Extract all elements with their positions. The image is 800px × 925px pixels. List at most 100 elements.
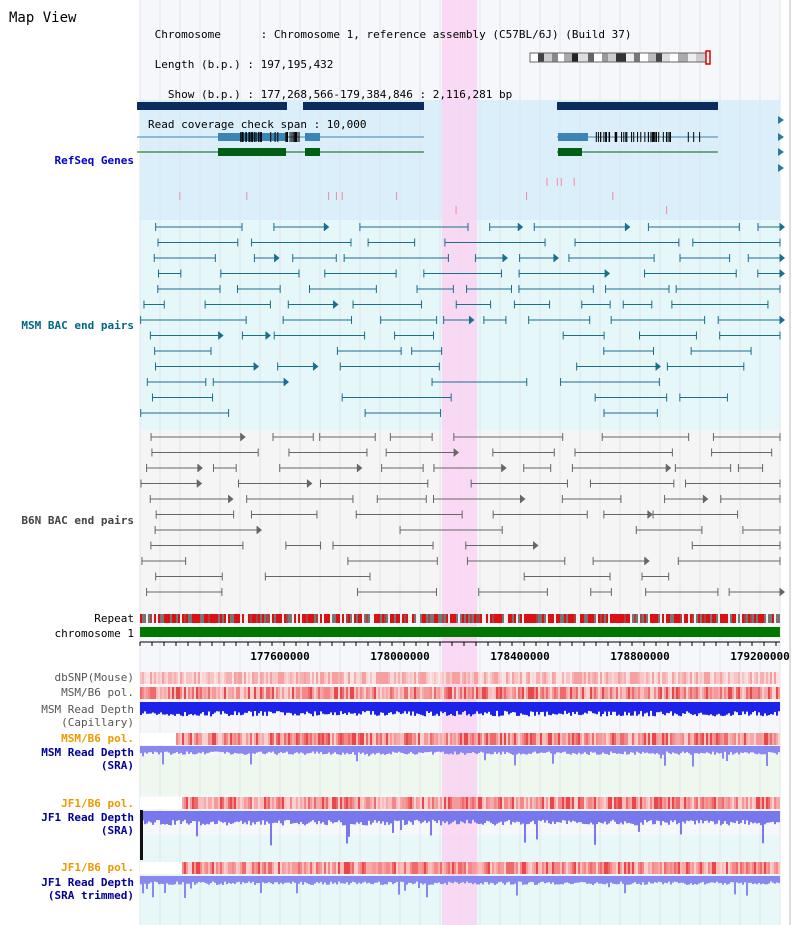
jf1-depth-bar (626, 811, 628, 824)
repeat-cell (140, 614, 142, 623)
jf1-depth-bar (416, 811, 418, 820)
jf1-b6-pol-cell (368, 797, 370, 809)
ideogram-band (558, 53, 564, 62)
jf1-b6-pol-cell (254, 797, 256, 809)
msm-b6-pol2-cell (240, 733, 242, 745)
msm-b6-pol-cell (488, 687, 490, 699)
dbsnp-cell (532, 672, 534, 684)
jf1-depth-bar (622, 811, 624, 825)
msm-b6-pol-cell (684, 687, 686, 699)
msm-depth-sra-bar (502, 746, 504, 752)
jf1-b6-pol-cell (764, 797, 766, 809)
msm-b6-pol2-cell (658, 733, 660, 745)
track-label-refseq[interactable]: RefSeq Genes (54, 154, 134, 167)
repeat-cell (392, 614, 394, 623)
msm-b6-pol2-cell (256, 733, 258, 745)
msm-b6-pol2-cell (152, 733, 154, 745)
msm-b6-pol-cell (468, 687, 470, 699)
jf1-trim-bar (566, 876, 568, 883)
dbsnp-cell (770, 672, 772, 684)
jf1-trim-bar (424, 876, 426, 884)
repeat-cell (550, 614, 552, 623)
jf1-b6-pol2-cell (402, 862, 404, 874)
msm-b6-pol2-cell (592, 733, 594, 745)
msm-b6-pol-cell (226, 687, 228, 699)
jf1-trim-bar (308, 876, 310, 884)
msm-depth-capillary-bar (576, 702, 578, 712)
jf1-b6-pol-cell (336, 797, 338, 809)
jf1-trim-bar (290, 876, 292, 884)
msm-b6-pol-cell (728, 687, 730, 699)
msm-depth-capillary-bar (730, 702, 732, 716)
msm-depth-sra-bar (420, 746, 422, 753)
jf1-trim-bar (214, 876, 216, 883)
msm-depth-capillary-bar (158, 702, 160, 714)
jf1-trim-bar (448, 876, 450, 882)
jf1-trim-bar (284, 876, 286, 883)
jf1-trim-bar (704, 876, 706, 885)
msm-b6-pol-cell (628, 687, 630, 699)
jf1-b6-pol2-cell (520, 862, 522, 874)
dbsnp-cell (540, 672, 542, 684)
ideogram-band (594, 53, 602, 62)
msm-b6-pol2-cell (746, 733, 748, 745)
msm-bac-arrow (656, 362, 662, 371)
msm-depth-capillary-bar (234, 702, 236, 712)
dbsnp-cell (720, 672, 722, 684)
jf1-b6-pol-cell (664, 797, 666, 809)
msm-b6-pol-cell (410, 687, 412, 699)
dbsnp-cell (680, 672, 682, 684)
jf1-b6-pol-cell (426, 797, 428, 809)
dbsnp-cell (168, 672, 170, 684)
msm-b6-pol-cell (450, 687, 452, 699)
jf1-trim-bar (468, 876, 470, 883)
repeat-cell (600, 614, 602, 623)
jf1-b6-pol2-cell (604, 862, 606, 874)
repeat-cell (384, 614, 386, 623)
msm-b6-pol2-cell (602, 733, 604, 745)
msm-depth-capillary-bar (162, 702, 164, 715)
msm-depth-sra-bar (168, 746, 170, 753)
track-label-b6n-bac[interactable]: B6N BAC end pairs (21, 514, 134, 527)
track-label-msm-bac[interactable]: MSM BAC end pairs (21, 319, 134, 332)
jf1-depth-bar (436, 811, 438, 823)
repeat-cell (316, 614, 318, 623)
jf1-b6-pol-cell (742, 797, 744, 809)
msm-depth-capillary-bar (314, 702, 316, 712)
msm-depth-sra-bar (708, 746, 710, 754)
repeat-cell (334, 614, 336, 623)
jf1-trim-bar (580, 876, 582, 883)
jf1-trim-bar (384, 876, 386, 885)
repeat-cell (512, 614, 514, 623)
jf1-depth-bar (182, 811, 184, 822)
msm-depth-sra-bar (660, 746, 662, 759)
msm-b6-pol2-cell (466, 733, 468, 745)
msm-b6-pol-cell (666, 687, 668, 699)
jf1-b6-pol-cell (408, 797, 410, 809)
msm-b6-pol-cell (588, 687, 590, 699)
msm-depth-capillary-bar (464, 702, 466, 711)
dbsnp-cell (172, 672, 174, 684)
jf1-b6-pol-cell (402, 797, 404, 809)
msm-b6-pol2-cell (706, 733, 708, 745)
jf1-b6-pol-cell (306, 797, 308, 809)
msm-b6-pol-cell (576, 687, 578, 699)
jf1-depth-bar (296, 811, 298, 823)
msm-depth-capillary-bar (564, 702, 566, 711)
msm-depth-sra-bar (186, 746, 188, 752)
msm-b6-pol2-cell (354, 733, 356, 745)
msm-depth-sra-bar (428, 746, 430, 753)
msm-depth-capillary-bar (738, 702, 740, 716)
jf1-depth-bar (734, 811, 736, 824)
msm-b6-pol-cell (498, 687, 500, 699)
dbsnp-cell (214, 672, 216, 684)
msm-b6-pol2-cell (700, 733, 702, 745)
jf1-trim-bar (324, 876, 326, 883)
repeat-cell (164, 614, 166, 623)
jf1-trim-bar (410, 876, 412, 884)
msm-b6-pol-cell (466, 687, 468, 699)
msm-depth-capillary-bar (142, 702, 144, 714)
msm-b6-pol-cell (294, 687, 296, 699)
msm-b6-pol2-cell (198, 733, 200, 745)
msm-depth-sra-bar (292, 746, 294, 755)
